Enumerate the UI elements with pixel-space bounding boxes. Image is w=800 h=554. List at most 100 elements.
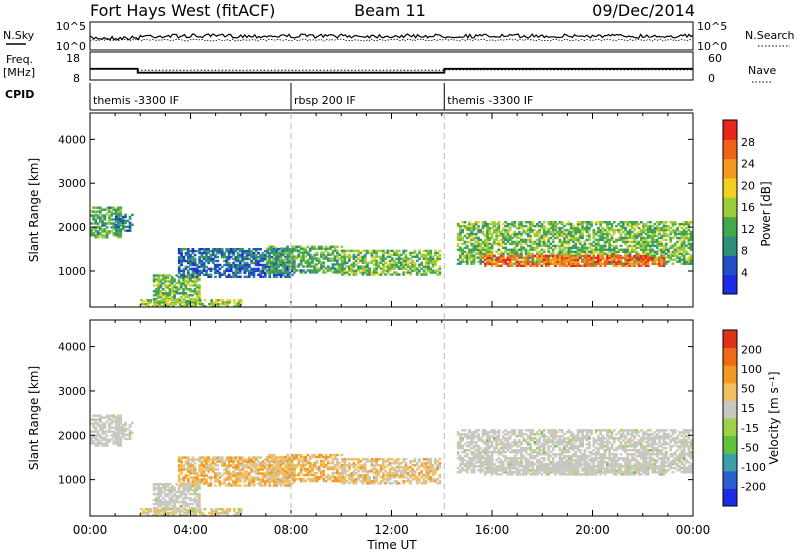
velocity-cell-1152 [322, 455, 326, 459]
power-cell-3492 [221, 301, 225, 304]
power-cell-39 [96, 206, 100, 209]
power-cell-1939 [513, 246, 517, 249]
power-cell-1859 [499, 258, 503, 261]
velocity-cell-858 [279, 484, 283, 487]
velocity-cell-17 [94, 444, 98, 447]
power-cell-3392 [660, 260, 663, 264]
power-cell-2225 [558, 230, 562, 234]
power-cell-2456 [594, 244, 598, 248]
power-cell-3229 [569, 256, 573, 260]
power-cell-1733 [479, 252, 483, 255]
velocity-cell-1182 [331, 459, 335, 463]
power-cell-2204 [556, 244, 559, 248]
power-cell-2637 [624, 232, 627, 236]
velocity-cell-740 [252, 478, 256, 481]
power-cell-1247 [345, 261, 349, 264]
power-cell-2394 [583, 240, 587, 244]
power-cell-1125 [315, 251, 319, 254]
power-cell-2865 [658, 226, 661, 230]
power-cell-2674 [630, 248, 634, 251]
velocity-cell-40 [99, 442, 102, 445]
power-cell-1968 [517, 232, 521, 236]
power-cell-3079 [486, 254, 489, 258]
velocity-cell-807 [268, 482, 272, 485]
power-cell-2217 [558, 250, 562, 253]
power-cell-2372 [581, 246, 584, 249]
velocity-cell-535 [207, 484, 210, 487]
velocity-cell-1287 [357, 466, 360, 469]
power-cell-833 [272, 251, 276, 255]
power-cell-3080 [488, 262, 492, 266]
velocity-cell-1180 [331, 465, 335, 469]
velocity-cell-742 [252, 470, 256, 473]
velocity-cell-1010 [288, 469, 292, 473]
power-cell-1311 [363, 265, 367, 268]
power-cell-1954 [515, 242, 519, 246]
power-cell-327 [182, 282, 185, 285]
power-cell-1598 [456, 222, 460, 226]
power-cell-3246 [578, 256, 582, 260]
power-cell-916 [291, 257, 294, 261]
velocity-cell-1333 [370, 482, 374, 485]
power-cell-1419 [393, 271, 396, 274]
power-cell-2742 [640, 228, 643, 232]
power-cell-1389 [384, 265, 387, 268]
velocity-cell-886 [286, 478, 290, 481]
velocity-cell-780 [261, 476, 265, 479]
velocity-cell-564 [214, 478, 217, 481]
power-cell-2988 [680, 262, 684, 265]
power-cell-2041 [529, 228, 532, 232]
power-cell-3008 [682, 250, 686, 253]
power-cell-2956 [673, 242, 677, 246]
power-cell-2027 [526, 226, 530, 230]
power-cell-3348 [633, 260, 636, 264]
power-cell-2549 [608, 222, 611, 226]
power-cell-2375 [581, 234, 584, 238]
power-cell-3084 [490, 262, 494, 266]
velocity-cell-408 [177, 466, 181, 469]
velocity-cell-1284 [357, 476, 360, 479]
velocity-cell-598 [223, 480, 226, 483]
power-cell-2199 [554, 221, 557, 224]
velocity-cell-959 [274, 459, 278, 463]
power-cell-1995 [522, 248, 526, 251]
velocity-cell-976 [279, 459, 283, 463]
power-cell-1157 [324, 249, 328, 252]
power-cell-2010 [524, 240, 528, 244]
power-cell-3283 [599, 260, 602, 264]
power-cell-1735 [479, 248, 483, 251]
power-cell-357 [189, 284, 192, 287]
power-cell-2013 [524, 230, 528, 234]
velocity-cell-1154 [324, 475, 328, 479]
power-cell-1266 [352, 273, 356, 276]
power-cell-2767 [644, 248, 648, 251]
power-cell-935 [268, 245, 271, 248]
velocity-cell-753 [254, 466, 258, 469]
power-cell-3281 [599, 264, 602, 267]
velocity-cell-980 [281, 477, 285, 481]
power-cell-2560 [610, 238, 614, 242]
power-cell-722 [248, 257, 251, 261]
power-cell-475 [193, 271, 197, 275]
power-cell-306 [175, 274, 179, 277]
power-cell-1550 [429, 267, 433, 270]
power-cell-482 [193, 253, 197, 257]
power-cell-2815 [651, 248, 654, 251]
power-cell-1131 [317, 257, 321, 260]
power-cell-2367 [578, 221, 582, 224]
power-cell-674 [239, 269, 242, 273]
velocity-cell-318 [179, 490, 183, 494]
velocity-cell-99 [112, 442, 116, 445]
power-cell-2626 [624, 258, 627, 261]
velocity-cell-347 [186, 489, 190, 492]
velocity-cell-1342 [372, 480, 376, 483]
velocity-cell-482 [193, 462, 197, 465]
power-cell-2299 [569, 236, 573, 240]
power-cell-2325 [574, 252, 578, 255]
power-cell-2748 [642, 250, 645, 253]
power-cell-2276 [567, 254, 571, 257]
power-cell-2084 [536, 224, 539, 228]
power-cell-2650 [626, 240, 630, 244]
velocity-cell-613 [225, 458, 229, 461]
power-cell-444 [187, 261, 190, 265]
